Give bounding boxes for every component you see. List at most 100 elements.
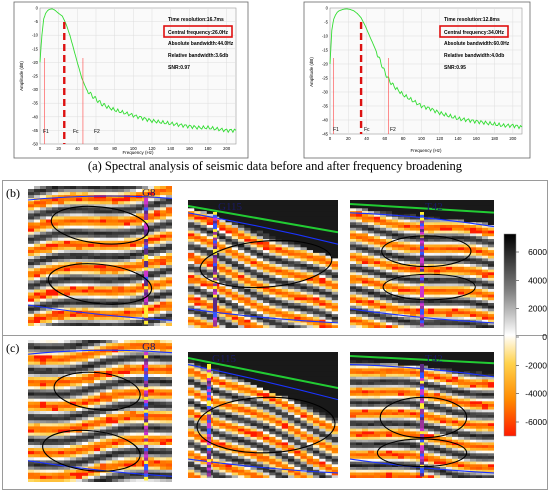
seismic-cell [40, 204, 47, 208]
seismic-cell [166, 246, 172, 251]
seismic-cell [422, 222, 429, 226]
seismic-cell [206, 219, 214, 223]
seismic-cell [250, 311, 258, 315]
seismic-cell [94, 361, 101, 366]
seismic-cell [386, 294, 393, 298]
seismic-cell [458, 247, 465, 251]
seismic-cell [100, 475, 107, 480]
seismic-cell [231, 239, 239, 243]
seismic-cell [94, 478, 101, 482]
seismic-cell [410, 266, 417, 271]
seismic-cell [206, 261, 214, 265]
seismic-cell [206, 205, 214, 209]
seismic-cell [136, 253, 143, 257]
seismic-cell [40, 313, 47, 318]
seismic-cell [52, 420, 59, 424]
seismic-cell [446, 319, 453, 324]
seismic-cell [219, 373, 227, 378]
seismic-cell [194, 368, 202, 372]
seismic-cell [231, 213, 239, 218]
y-tick-label: -30 [32, 87, 39, 92]
seismic-cell [118, 463, 125, 468]
seismic-cell [410, 216, 417, 221]
seismic-cell [136, 210, 143, 214]
seismic-cell [482, 236, 489, 240]
seismic-cell [88, 441, 95, 446]
seismic-cell [398, 322, 405, 326]
seismic-cell [213, 426, 220, 430]
seismic-cell [194, 225, 202, 229]
seismic-cell [118, 280, 125, 284]
seismic-cell [368, 230, 375, 234]
seismic-cell [263, 264, 270, 268]
seismic-cell [386, 255, 393, 260]
well-log-segment [144, 264, 149, 268]
well-log-segment [144, 289, 149, 293]
seismic-cell [288, 213, 295, 218]
seismic-cell [288, 277, 295, 282]
seismic-cell [130, 377, 137, 381]
seismic-cell [100, 274, 107, 278]
seismic-cell [380, 211, 387, 215]
seismic-cell [124, 201, 131, 205]
seismic-cell [416, 222, 423, 226]
seismic-cell [40, 271, 47, 275]
seismic-cell [82, 448, 89, 452]
time-resolution: Time resolution:12.8ms [444, 17, 500, 23]
seismic-cell [294, 258, 302, 262]
seismic-cell [356, 277, 363, 282]
seismic-cell [70, 346, 77, 350]
seismic-cell [58, 262, 65, 266]
seismic-cell [194, 269, 202, 273]
seismic-cell [28, 243, 35, 248]
seismic-cell [488, 227, 494, 232]
seismic-cell [124, 253, 131, 257]
seismic-cell [200, 447, 208, 452]
seismic-cell [263, 272, 270, 276]
seismic-cell [225, 219, 233, 223]
seismic-cell [238, 277, 245, 282]
seismic-cell [40, 295, 47, 300]
seismic-cell [76, 364, 83, 369]
seismic-cell [434, 216, 441, 221]
seismic-cell [263, 289, 270, 293]
seismic-cell [263, 303, 270, 307]
seismic-cell [188, 439, 195, 443]
seismic-cell [488, 261, 494, 265]
seismic-cell [148, 340, 155, 344]
seismic-cell [416, 213, 423, 218]
seismic-cell [331, 225, 338, 229]
seismic-cell [231, 297, 239, 301]
seismic-cell [325, 308, 333, 312]
seismic-cell [148, 401, 155, 406]
seismic-cell [100, 219, 107, 224]
well-log-segment [144, 223, 149, 227]
seismic-cell [200, 303, 208, 307]
seismic-cell [46, 286, 53, 290]
seismic-cell [194, 461, 202, 465]
seismic-cell [124, 283, 131, 287]
seismic-cell [82, 404, 89, 409]
well-log-segment [144, 248, 149, 252]
seismic-cell [206, 247, 214, 251]
seismic-cell [160, 274, 167, 278]
seismic-cell [118, 472, 125, 477]
seismic-cell [470, 325, 477, 328]
seismic-cell [76, 411, 83, 415]
seismic-cell [160, 204, 167, 208]
seismic-cell [428, 303, 435, 307]
seismic-cell [166, 295, 172, 300]
seismic-cell [200, 300, 208, 304]
seismic-cell [404, 255, 411, 260]
seismic-cell [136, 460, 143, 465]
seismic-cell [82, 319, 89, 324]
seismic-cell [34, 222, 41, 227]
seismic-cell [118, 466, 125, 471]
seismic-cell [238, 286, 245, 290]
seismic-cell [281, 280, 289, 285]
seismic-cell [458, 286, 465, 290]
seismic-cell [482, 208, 489, 212]
seismic-cell [446, 241, 453, 246]
seismic-cell [58, 289, 65, 294]
seismic-cell [148, 256, 155, 260]
